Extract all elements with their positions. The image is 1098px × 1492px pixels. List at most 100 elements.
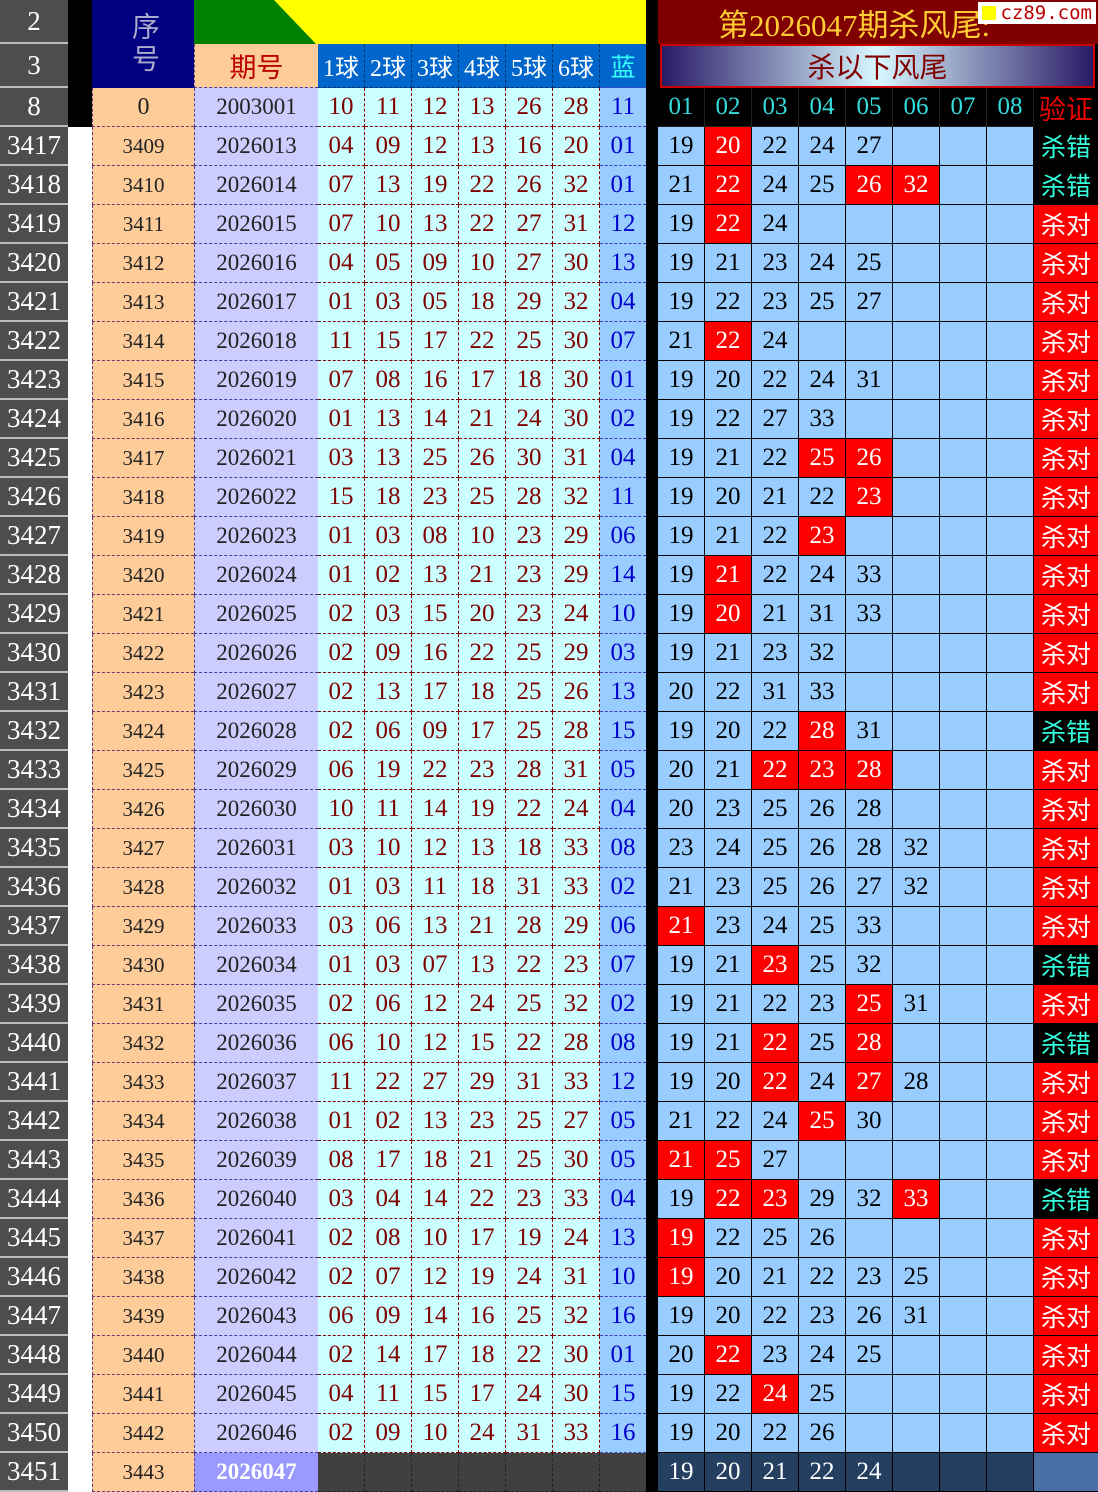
blue-cell[interactable]: 01 [600,127,646,166]
ball-cell[interactable]: 01 [318,1102,365,1141]
kill-cell[interactable]: 22 [752,1063,799,1102]
verify-cell[interactable]: 杀错 [1034,946,1098,985]
kill-cell[interactable] [940,556,987,595]
kill-cell[interactable]: 23 [705,790,752,829]
ball-cell[interactable]: 21 [459,556,506,595]
kill-cell[interactable]: 26 [799,790,846,829]
ball-cell[interactable]: 12 [412,985,459,1024]
period-cell[interactable]: 2026041 [194,1219,318,1258]
ball-cell[interactable]: 13 [365,400,412,439]
row-header[interactable]: 3422 [0,322,68,361]
blue-cell[interactable]: 11 [600,478,646,517]
kill-cell[interactable]: 30 [846,1102,893,1141]
row-header[interactable]: 3424 [0,400,68,439]
kill-cell[interactable]: 22 [705,400,752,439]
ball-cell[interactable]: 02 [318,634,365,673]
kill-cell[interactable]: 24 [752,1375,799,1414]
ball-cell[interactable]: 33 [553,1180,600,1219]
kill-cell[interactable]: 31 [846,361,893,400]
blue-cell[interactable]: 05 [600,751,646,790]
ball-cell[interactable]: 29 [506,283,553,322]
kill-cell[interactable]: 20 [705,1258,752,1297]
verify-cell[interactable]: 杀对 [1034,751,1098,790]
verify-cell[interactable]: 杀对 [1034,907,1098,946]
period-cell[interactable]: 2026016 [194,244,318,283]
ball-cell[interactable]: 31 [553,751,600,790]
kill-cell[interactable] [987,439,1034,478]
kill-cell[interactable]: 25 [799,1375,846,1414]
kill-cell[interactable]: 22 [752,1024,799,1063]
ball-cell[interactable]: 11 [318,1063,365,1102]
ball-cell[interactable]: 24 [506,1258,553,1297]
kill-cell[interactable]: 23 [705,907,752,946]
ball-cell[interactable]: 03 [365,517,412,556]
verify-cell[interactable]: 杀对 [1034,517,1098,556]
blue-cell[interactable]: 03 [600,634,646,673]
ball-cell[interactable]: 24 [506,400,553,439]
ball-cell[interactable]: 22 [365,1063,412,1102]
ball-cell[interactable]: 33 [553,829,600,868]
kill-cell[interactable]: 22 [752,517,799,556]
blue-cell[interactable]: 16 [600,1414,646,1453]
seq-cell[interactable]: 3430 [92,946,194,985]
blue-cell[interactable]: 08 [600,1024,646,1063]
ball-cell[interactable]: 13 [412,556,459,595]
kill-cell[interactable] [940,1375,987,1414]
seq-cell[interactable]: 3443 [92,1453,194,1492]
row-header[interactable]: 3 [0,44,68,88]
ball-cell[interactable]: 15 [459,1024,506,1063]
kill-cell[interactable]: 22 [705,283,752,322]
kill-cell[interactable] [893,244,940,283]
kill-cell[interactable]: 33 [893,1180,940,1219]
blue-cell[interactable]: 13 [600,1219,646,1258]
ball-cell[interactable]: 01 [318,868,365,907]
ball-cell[interactable]: 27 [506,205,553,244]
kill-cell[interactable] [940,478,987,517]
ball-cell[interactable]: 29 [553,556,600,595]
kill-cell[interactable]: 21 [752,478,799,517]
kill-cell[interactable] [987,1141,1034,1180]
kill-cell[interactable]: 19 [658,946,705,985]
kill-cell[interactable] [893,1453,940,1492]
kill-cell[interactable] [987,595,1034,634]
kill-cell[interactable]: 24 [752,322,799,361]
ball-cell[interactable]: 17 [365,1141,412,1180]
kill-cell[interactable]: 32 [893,868,940,907]
kill-cell[interactable]: 22 [705,205,752,244]
ball-cell[interactable]: 22 [506,790,553,829]
kill-cell[interactable] [940,166,987,205]
seq-cell[interactable]: 3441 [92,1375,194,1414]
kill-cell[interactable]: 20 [705,712,752,751]
kill-cell[interactable]: 22 [705,1375,752,1414]
ball-cell[interactable]: 09 [412,244,459,283]
kill-cell[interactable]: 19 [658,205,705,244]
verify-cell[interactable]: 杀对 [1034,868,1098,907]
seq-cell[interactable]: 3435 [92,1141,194,1180]
kill-cell[interactable]: 23 [752,283,799,322]
kill-cell[interactable]: 27 [752,400,799,439]
period-cell[interactable]: 2026033 [194,907,318,946]
ball-cell[interactable]: 12 [412,829,459,868]
verify-cell[interactable]: 杀对 [1034,595,1098,634]
blue-cell[interactable]: 08 [600,829,646,868]
verify-cell[interactable]: 杀对 [1034,244,1098,283]
row-header[interactable]: 3450 [0,1414,68,1453]
kill-cell[interactable] [893,205,940,244]
ball-cell[interactable]: 08 [365,361,412,400]
kill-cell[interactable]: 23 [752,946,799,985]
kill-cell[interactable]: 27 [846,283,893,322]
kill-cell[interactable]: 21 [705,517,752,556]
period-cell[interactable]: 2026035 [194,985,318,1024]
kill-cell[interactable]: 20 [705,1453,752,1492]
seq-cell[interactable]: 3411 [92,205,194,244]
kill-cell[interactable] [987,634,1034,673]
blue-cell[interactable]: 06 [600,907,646,946]
ball-cell[interactable]: 09 [412,712,459,751]
kill-cell[interactable]: 21 [705,751,752,790]
kill-cell[interactable]: 22 [705,166,752,205]
seq-cell[interactable]: 3420 [92,556,194,595]
ball-cell[interactable]: 03 [318,1180,365,1219]
row-header[interactable]: 3439 [0,985,68,1024]
period-cell[interactable]: 2026028 [194,712,318,751]
blue-cell[interactable]: 12 [600,205,646,244]
